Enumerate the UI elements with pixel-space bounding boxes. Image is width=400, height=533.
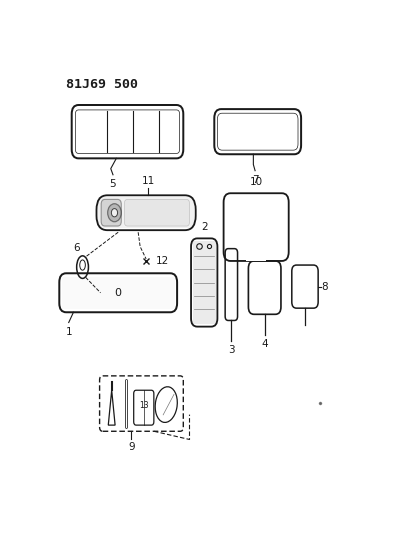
Text: 7: 7 xyxy=(252,175,258,185)
Text: 11: 11 xyxy=(142,176,155,186)
FancyBboxPatch shape xyxy=(124,199,190,226)
Text: 81J69 500: 81J69 500 xyxy=(66,78,138,91)
Text: 8: 8 xyxy=(321,281,328,292)
FancyBboxPatch shape xyxy=(101,199,121,226)
Bar xyxy=(193,241,216,324)
Text: 3: 3 xyxy=(228,345,235,355)
Text: 6: 6 xyxy=(73,243,80,253)
Text: 9: 9 xyxy=(128,441,135,451)
Circle shape xyxy=(108,204,121,222)
Text: 5: 5 xyxy=(110,179,116,189)
Bar xyxy=(62,277,175,309)
Bar xyxy=(246,254,266,261)
Text: 4: 4 xyxy=(261,339,268,349)
Text: 12: 12 xyxy=(155,256,169,266)
Text: 10: 10 xyxy=(250,177,263,187)
Text: 2: 2 xyxy=(201,222,208,232)
Circle shape xyxy=(111,208,118,217)
Bar xyxy=(98,197,194,228)
Text: 1: 1 xyxy=(66,327,72,337)
Text: 0: 0 xyxy=(115,288,122,298)
Text: 13: 13 xyxy=(139,401,148,410)
